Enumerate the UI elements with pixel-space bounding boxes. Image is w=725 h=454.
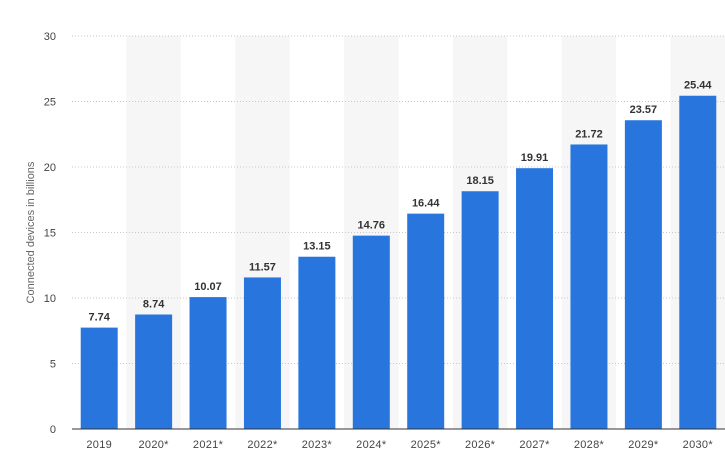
data-label: 19.91 [521,152,549,164]
data-label: 11.57 [249,261,276,273]
bars [80,95,717,430]
x-axis-ticks: 2019 2020* 2021* 2022* 2023* 2024* 2025* 2026* 2… [86,439,713,451]
data-label: 7.74 [88,312,110,324]
x-tick-label: 2028* [574,439,605,451]
y-tick-label: 5 [50,359,56,371]
y-axis-label: Connected devices in billions [25,161,37,303]
x-tick-label: 2023* [302,439,333,451]
bar [135,314,173,429]
x-tick-label: 2027* [519,439,550,451]
y-tick-label: 10 [44,293,56,305]
y-tick-label: 20 [44,162,56,174]
bar [570,144,608,429]
y-tick-label: 30 [44,31,56,43]
data-label: 14.76 [358,220,386,232]
y-tick-label: 15 [44,228,56,240]
data-label: 25.44 [684,80,712,92]
x-tick-label: 2022* [247,439,278,451]
x-tick-label: 2020* [138,439,169,451]
x-tick-label: 2026* [465,439,496,451]
bar [243,277,281,429]
gridlines [72,35,725,364]
x-tick-label: 2021* [193,439,224,451]
x-tick-label: 2024* [356,439,387,451]
data-label: 23.57 [630,104,658,116]
bar [189,297,227,429]
x-tick-label: 2025* [411,439,442,451]
data-label: 21.72 [575,128,603,140]
data-label: 16.44 [412,198,440,210]
data-label: 18.15 [466,175,494,187]
bar [352,235,390,429]
data-label: 10.07 [194,281,222,293]
bar [298,256,336,429]
y-tick-label: 0 [50,424,56,436]
bar [80,327,118,429]
bar [407,213,445,429]
x-tick-label: 2030* [683,439,714,451]
x-tick-label: 2029* [628,439,659,451]
y-tick-label: 25 [44,97,56,109]
data-labels: 7.74 8.74 10.07 11.57 13.15 14.76 16.44 18.15 19… [88,80,712,324]
x-tick-label: 2019 [86,439,112,451]
bar [516,168,554,429]
bar [679,95,717,430]
y-axis-ticks: 0 5 10 15 20 25 30 [44,31,56,436]
data-label: 13.15 [303,241,331,253]
bar [461,191,499,429]
bar [624,120,662,429]
data-label: 8.74 [143,299,165,311]
